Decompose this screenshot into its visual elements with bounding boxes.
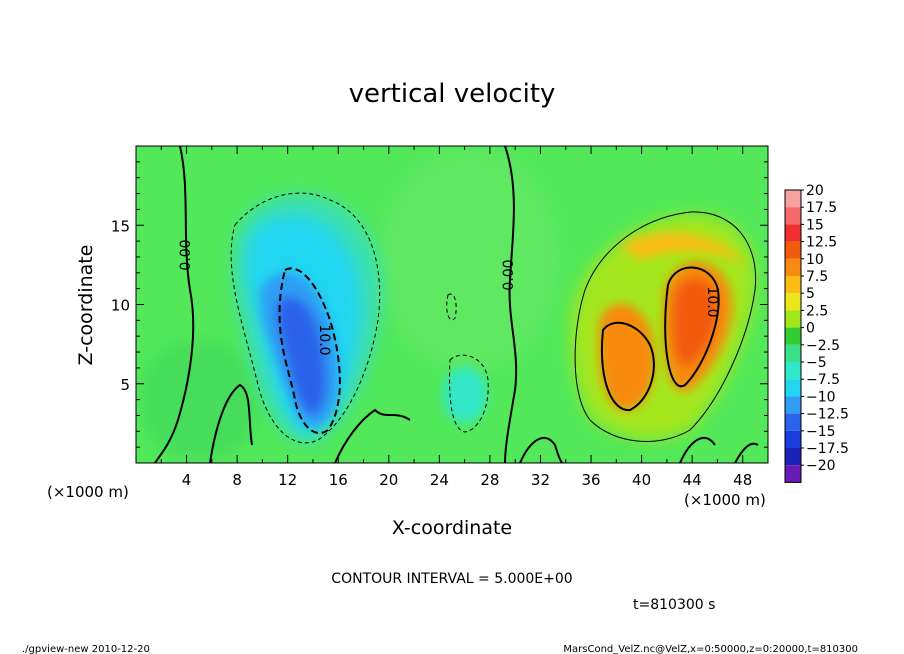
colorbar-label: 2.5 xyxy=(806,303,828,319)
colorbar-swatch xyxy=(785,430,801,448)
field-light-patch xyxy=(380,150,560,370)
colorbar-swatch xyxy=(785,190,801,208)
contour-minus10 xyxy=(278,267,341,435)
colorbar-swatch xyxy=(785,379,801,397)
contours-plus10 xyxy=(601,266,720,412)
y-axis-label: Z-coordinate xyxy=(75,245,97,366)
colorbar-label: −2.5 xyxy=(806,338,840,354)
contours-zero xyxy=(154,146,759,463)
colorbar-swatch xyxy=(785,465,801,483)
colorbar-swatch xyxy=(785,396,801,414)
x-tick-label: 36 xyxy=(581,471,600,489)
colorbar-swatch xyxy=(785,224,801,242)
colorbar-label: 10 xyxy=(806,252,824,268)
x-tick-label: 44 xyxy=(683,471,702,489)
field-dark-patch xyxy=(140,340,260,460)
colorbar-label: 17.5 xyxy=(806,200,837,216)
x-tick-label: 20 xyxy=(379,471,398,489)
downdraft-peak xyxy=(277,296,326,414)
contours-negative xyxy=(230,192,489,444)
y-tick-label: 15 xyxy=(111,217,130,235)
colorbar-label: −7.5 xyxy=(806,372,840,388)
contours-minus10 xyxy=(278,267,341,435)
updraft-right-peak xyxy=(673,278,717,366)
colorbar-label: −10 xyxy=(806,389,836,405)
colorbar-swatch xyxy=(785,413,801,431)
contour-plus5 xyxy=(574,211,757,442)
colorbar-swatch xyxy=(785,344,801,362)
colorbar-label: −12.5 xyxy=(806,407,849,423)
colorbar-frame xyxy=(784,189,802,483)
x-tick-label: 8 xyxy=(232,471,242,489)
colorbar-label: 15 xyxy=(806,217,824,233)
colorbar-label: 12.5 xyxy=(806,235,837,251)
footer-left: ./gpview-new 2010-12-20 xyxy=(22,644,150,654)
colorbar-swatch xyxy=(785,448,801,466)
contour-label-2: 0.00 xyxy=(501,259,517,290)
contours-positive xyxy=(574,211,757,442)
updraft-left-core xyxy=(598,303,655,411)
colorbar-swatch xyxy=(785,293,801,311)
x-tick-label: 4 xyxy=(182,471,192,489)
colorbar-swatch xyxy=(785,276,801,294)
cyan-blob xyxy=(443,367,487,423)
colorbar-label: −5 xyxy=(806,355,827,371)
colorbar-swatch xyxy=(785,310,801,328)
contour-interval: CONTOUR INTERVAL = 5.000E+00 xyxy=(331,571,572,587)
time-label: t=810300 s xyxy=(633,597,715,613)
contour-zero-lower-2 xyxy=(334,408,411,463)
x-unit-right: (×1000 m) xyxy=(684,491,766,509)
colorbar-label: 5 xyxy=(806,286,815,302)
x-tick-label: 24 xyxy=(430,471,449,489)
x-tick-label: 16 xyxy=(329,471,348,489)
contour-zero-lower-1 xyxy=(209,383,253,463)
x-tick-label: 48 xyxy=(733,471,752,489)
contour-plus10-right xyxy=(664,266,720,388)
contour-minus5-tiny xyxy=(446,293,457,321)
contour-zero-left xyxy=(154,146,195,463)
colorbar-swatch xyxy=(785,241,801,259)
updraft-cap xyxy=(620,233,745,265)
x-axis-label: X-coordinate xyxy=(392,517,512,539)
contour-label-3: 10.0 xyxy=(316,324,332,355)
x-unit-left: (×1000 m) xyxy=(47,483,129,501)
contour-label-1: 0.00 xyxy=(178,239,194,270)
x-tick-label: 12 xyxy=(278,471,297,489)
contour-plus10-left xyxy=(601,321,655,412)
x-axis: 4 8 12 16 20 24 28 32 36 40 44 48 xyxy=(160,146,752,489)
footer-right: MarsCond_VelZ.nc@VelZ,x=0:50000,z=0:2000… xyxy=(563,644,858,654)
colorbar-label: −15 xyxy=(806,424,836,440)
colorbar-label: 0 xyxy=(806,321,815,337)
contour-label-4: 10.0 xyxy=(704,286,720,317)
contour-zero-lower-5 xyxy=(734,442,759,463)
colorbar-label: −17.5 xyxy=(806,441,849,457)
colorbar-swatch xyxy=(785,207,801,225)
contour-zero-lower-3 xyxy=(519,437,563,463)
colorbar-label: 7.5 xyxy=(806,269,828,285)
x-tick-label: 28 xyxy=(480,471,499,489)
y-tick-label: 10 xyxy=(111,297,130,315)
colorbar-label: 20 xyxy=(806,183,824,199)
contour-zero-middle xyxy=(504,146,518,463)
velocity-field: 0.00 0.00 10.0 10.0 xyxy=(136,146,768,463)
y-tick-label: 5 xyxy=(120,376,130,394)
chart-title: vertical velocity xyxy=(349,79,556,109)
colorbar-swatch xyxy=(785,258,801,276)
y-axis: 5 10 15 xyxy=(111,161,768,448)
contour-minus5-small xyxy=(449,354,489,433)
colorbar-label: −20 xyxy=(806,458,836,474)
contour-minus5 xyxy=(230,192,381,444)
contour-zero-lower-4 xyxy=(679,437,716,463)
colorbar-swatch xyxy=(785,362,801,380)
colorbar-swatch xyxy=(785,327,801,345)
x-tick-label: 32 xyxy=(531,471,550,489)
x-tick-label: 40 xyxy=(632,471,651,489)
